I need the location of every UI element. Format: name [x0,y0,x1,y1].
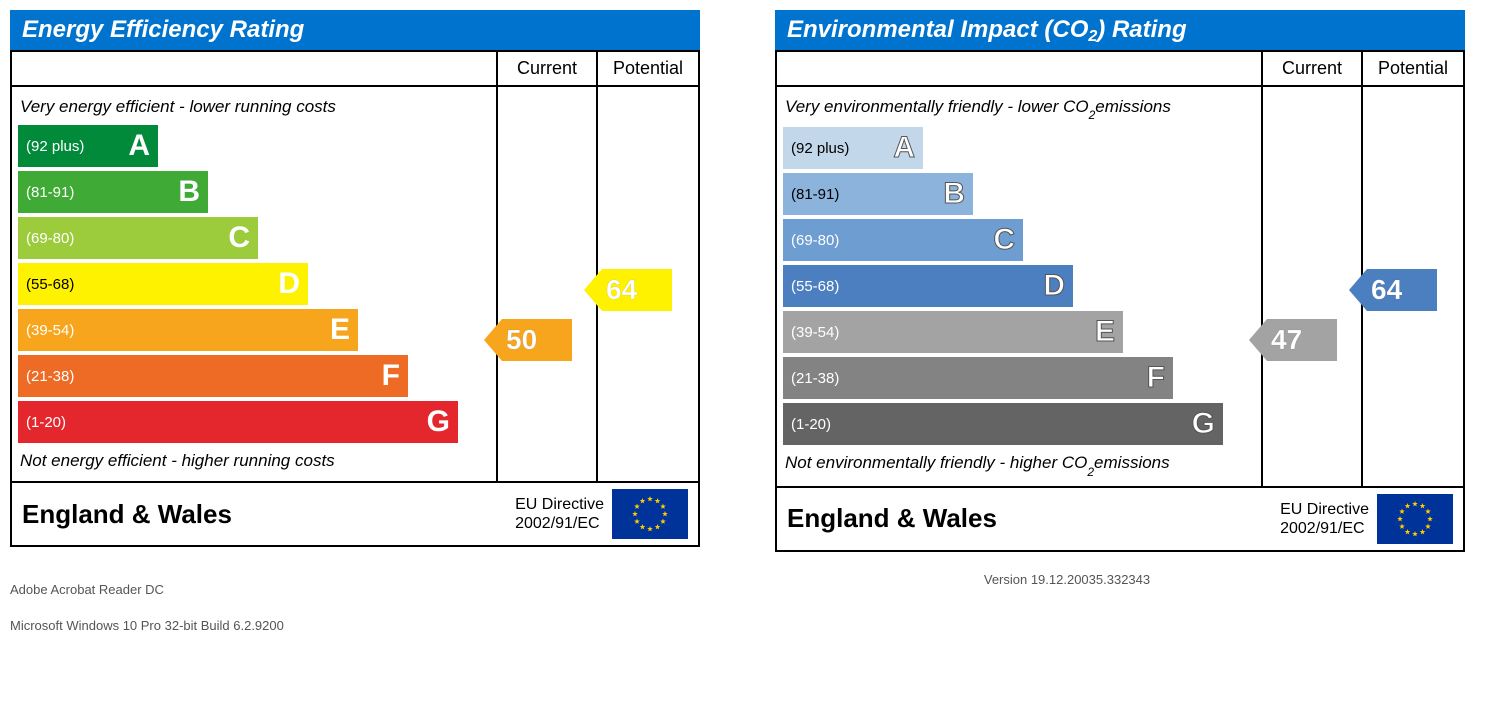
header-potential: Potential [598,52,698,85]
rating-panel-0: Energy Efficiency Rating CurrentPotentia… [10,10,700,552]
rating-band-c: (69-80) C [18,217,258,259]
band-letter: E [1095,315,1115,349]
potential-pointer: 64 [1349,269,1437,311]
eu-directive: EU Directive2002/91/EC [1280,500,1369,538]
rating-band-f: (21-38) F [18,355,408,397]
band-letter: B [178,175,200,209]
rating-band-e: (39-54) E [18,309,358,351]
current-pointer: 47 [1249,319,1337,361]
band-range: (55-68) [783,278,839,295]
band-letter: D [278,267,300,301]
bottom-note: Not environmentally friendly - higher CO… [783,449,1255,479]
rating-band-g: (1-20) G [18,401,458,443]
rating-band-g: (1-20) G [783,403,1223,445]
rating-band-e: (39-54) E [783,311,1123,353]
region-label: England & Wales [22,499,515,530]
band-range: (69-80) [18,230,74,247]
rating-band-a: (92 plus) A [783,127,923,169]
band-letter: C [993,223,1015,257]
band-range: (69-80) [783,232,839,249]
meta-os: Microsoft Windows 10 Pro 32-bit Build 6.… [10,608,284,644]
band-letter: A [893,131,915,165]
band-letter: F [382,359,400,393]
panel-title: Energy Efficiency Rating [10,10,700,50]
meta-app: Adobe Acrobat Reader DC [10,572,284,608]
band-letter: D [1043,269,1065,303]
band-range: (21-38) [18,368,74,385]
band-letter: F [1147,361,1165,395]
header-potential: Potential [1363,52,1463,85]
panel-title: Environmental Impact (CO2) Rating [775,10,1465,50]
bottom-note: Not energy efficient - higher running co… [18,447,490,475]
band-letter: G [427,405,450,439]
band-range: (92 plus) [18,138,84,155]
potential-pointer: 64 [584,269,672,311]
rating-band-f: (21-38) F [783,357,1173,399]
band-letter: A [128,129,150,163]
top-note: Very environmentally friendly - lower CO… [783,93,1255,123]
band-range: (1-20) [18,414,66,431]
current-pointer: 50 [484,319,572,361]
eu-flag-icon [1377,494,1453,544]
band-letter: B [943,177,965,211]
header-current: Current [1263,52,1363,85]
rating-band-b: (81-91) B [18,171,208,213]
rating-band-b: (81-91) B [783,173,973,215]
eu-flag-icon [612,489,688,539]
rating-panel-1: Environmental Impact (CO2) Rating Curren… [775,10,1465,552]
band-letter: C [228,221,250,255]
meta-version: Version 19.12.20035.332343 [984,572,1150,587]
rating-band-d: (55-68) D [18,263,308,305]
band-letter: G [1192,407,1215,441]
band-range: (21-38) [783,370,839,387]
top-note: Very energy efficient - lower running co… [18,93,490,121]
band-letter: E [330,313,350,347]
region-label: England & Wales [787,503,1280,534]
rating-band-d: (55-68) D [783,265,1073,307]
band-range: (39-54) [18,322,74,339]
rating-band-c: (69-80) C [783,219,1023,261]
band-range: (39-54) [783,324,839,341]
band-range: (81-91) [783,186,839,203]
band-range: (92 plus) [783,140,849,157]
band-range: (81-91) [18,184,74,201]
band-range: (55-68) [18,276,74,293]
header-current: Current [498,52,598,85]
eu-directive: EU Directive2002/91/EC [515,495,604,533]
band-range: (1-20) [783,416,831,433]
rating-band-a: (92 plus) A [18,125,158,167]
